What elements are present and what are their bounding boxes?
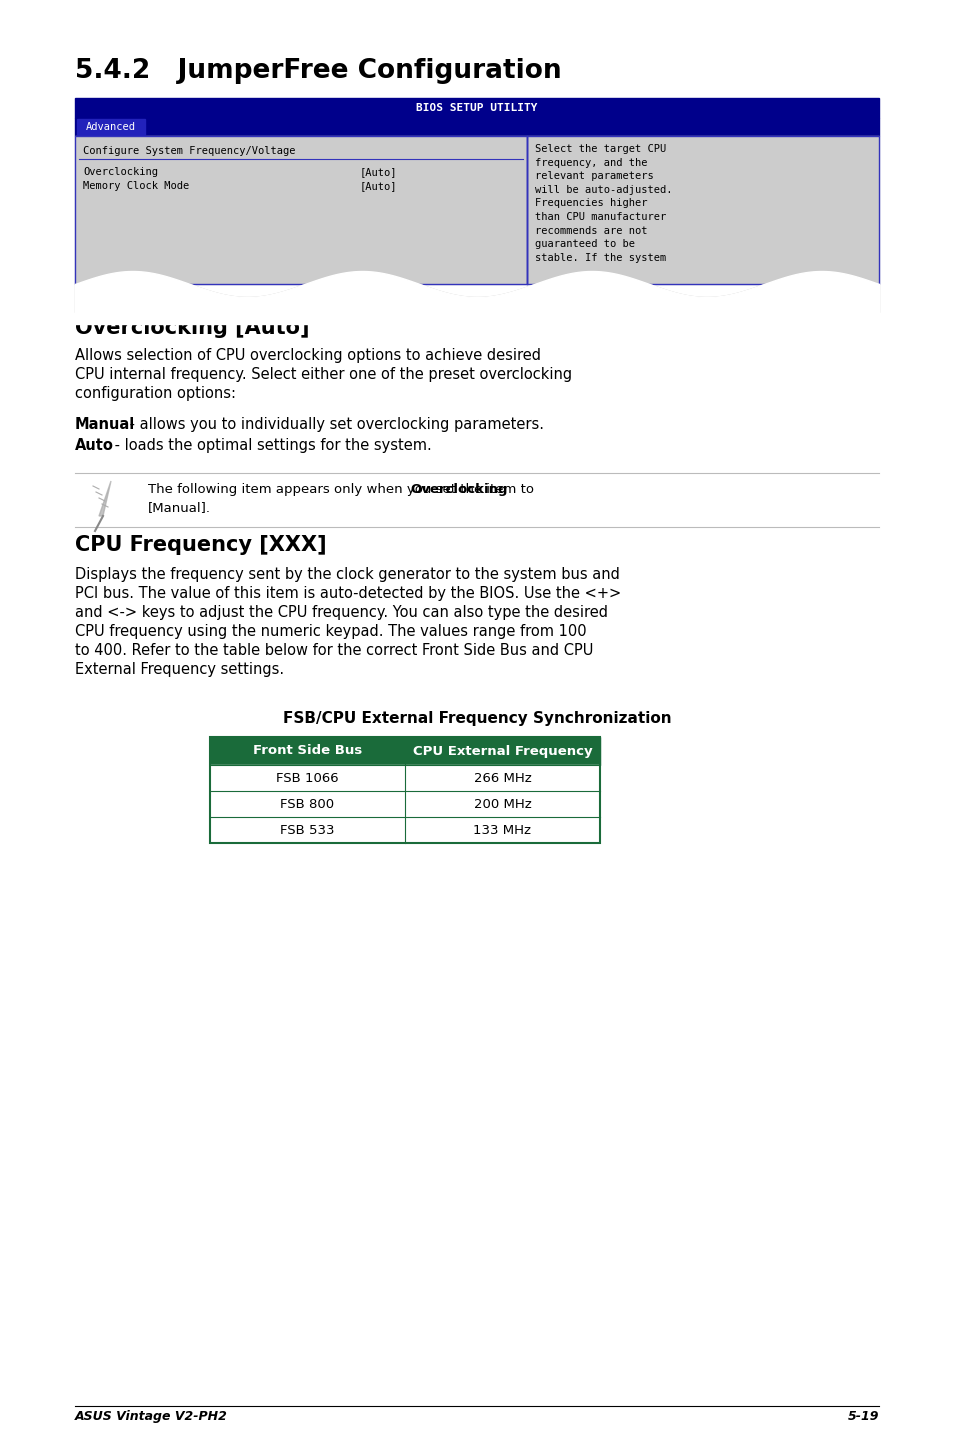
Bar (75, 98, 878, 118)
Text: FSB/CPU External Frequency Synchronization: FSB/CPU External Frequency Synchronizati… (282, 710, 671, 726)
Text: 266 MHz: 266 MHz (473, 772, 531, 785)
Text: FSB 1066: FSB 1066 (276, 772, 338, 785)
Text: - allows you to individually set overclocking parameters.: - allows you to individually set overclo… (125, 417, 543, 431)
Text: FSB 800: FSB 800 (280, 798, 335, 811)
Text: Select the target CPU
frequency, and the
relevant parameters
will be auto-adjust: Select the target CPU frequency, and the… (535, 144, 672, 263)
Bar (526, 137, 878, 283)
Bar (210, 738, 599, 843)
Text: [Manual].: [Manual]. (148, 500, 211, 513)
Polygon shape (99, 480, 111, 516)
Text: 133 MHz: 133 MHz (473, 824, 531, 837)
Text: Displays the frequency sent by the clock generator to the system bus and: Displays the frequency sent by the clock… (75, 567, 619, 582)
Text: FSB 533: FSB 533 (280, 824, 335, 837)
Text: Overclocking: Overclocking (410, 483, 507, 496)
Bar (210, 738, 599, 765)
Text: [Auto]: [Auto] (359, 167, 397, 177)
Bar (210, 765, 599, 791)
Text: Overclocking: Overclocking (83, 167, 158, 177)
Text: BIOS SETUP UTILITY: BIOS SETUP UTILITY (416, 104, 537, 114)
Bar (75, 118, 878, 137)
Text: - loads the optimal settings for the system.: - loads the optimal settings for the sys… (110, 439, 432, 453)
Bar (210, 791, 599, 817)
Text: item to: item to (481, 483, 534, 496)
Text: Manual: Manual (75, 417, 135, 431)
Text: The following item appears only when you set the: The following item appears only when you… (148, 483, 486, 496)
Text: 200 MHz: 200 MHz (473, 798, 531, 811)
Text: and <-> keys to adjust the CPU frequency. You can also type the desired: and <-> keys to adjust the CPU frequency… (75, 605, 607, 620)
Text: [Auto]: [Auto] (359, 181, 397, 191)
Text: Allows selection of CPU overclocking options to achieve desired: Allows selection of CPU overclocking opt… (75, 348, 540, 362)
Text: 5-19: 5-19 (846, 1411, 878, 1424)
Text: Auto: Auto (75, 439, 113, 453)
Text: Configure System Frequency/Voltage: Configure System Frequency/Voltage (83, 147, 295, 155)
Text: CPU internal frequency. Select either one of the preset overclocking: CPU internal frequency. Select either on… (75, 367, 572, 383)
Text: PCI bus. The value of this item is auto-detected by the BIOS. Use the <+>: PCI bus. The value of this item is auto-… (75, 587, 620, 601)
Text: CPU frequency using the numeric keypad. The values range from 100: CPU frequency using the numeric keypad. … (75, 624, 586, 638)
Bar (75, 137, 526, 283)
Text: CPU External Frequency: CPU External Frequency (413, 745, 592, 758)
Text: Overclocking [Auto]: Overclocking [Auto] (75, 318, 309, 338)
Text: 5.4.2   JumperFree Configuration: 5.4.2 JumperFree Configuration (75, 58, 561, 83)
Text: Front Side Bus: Front Side Bus (253, 745, 362, 758)
Text: External Frequency settings.: External Frequency settings. (75, 661, 284, 677)
Text: CPU Frequency [XXX]: CPU Frequency [XXX] (75, 535, 326, 555)
Text: configuration options:: configuration options: (75, 385, 235, 401)
Bar (77, 119, 145, 135)
Bar (75, 137, 878, 283)
Text: Advanced: Advanced (86, 122, 136, 132)
Text: to 400. Refer to the table below for the correct Front Side Bus and CPU: to 400. Refer to the table below for the… (75, 643, 593, 659)
Text: ASUS Vintage V2-PH2: ASUS Vintage V2-PH2 (75, 1411, 228, 1424)
Text: Memory Clock Mode: Memory Clock Mode (83, 181, 189, 191)
Bar (210, 817, 599, 843)
